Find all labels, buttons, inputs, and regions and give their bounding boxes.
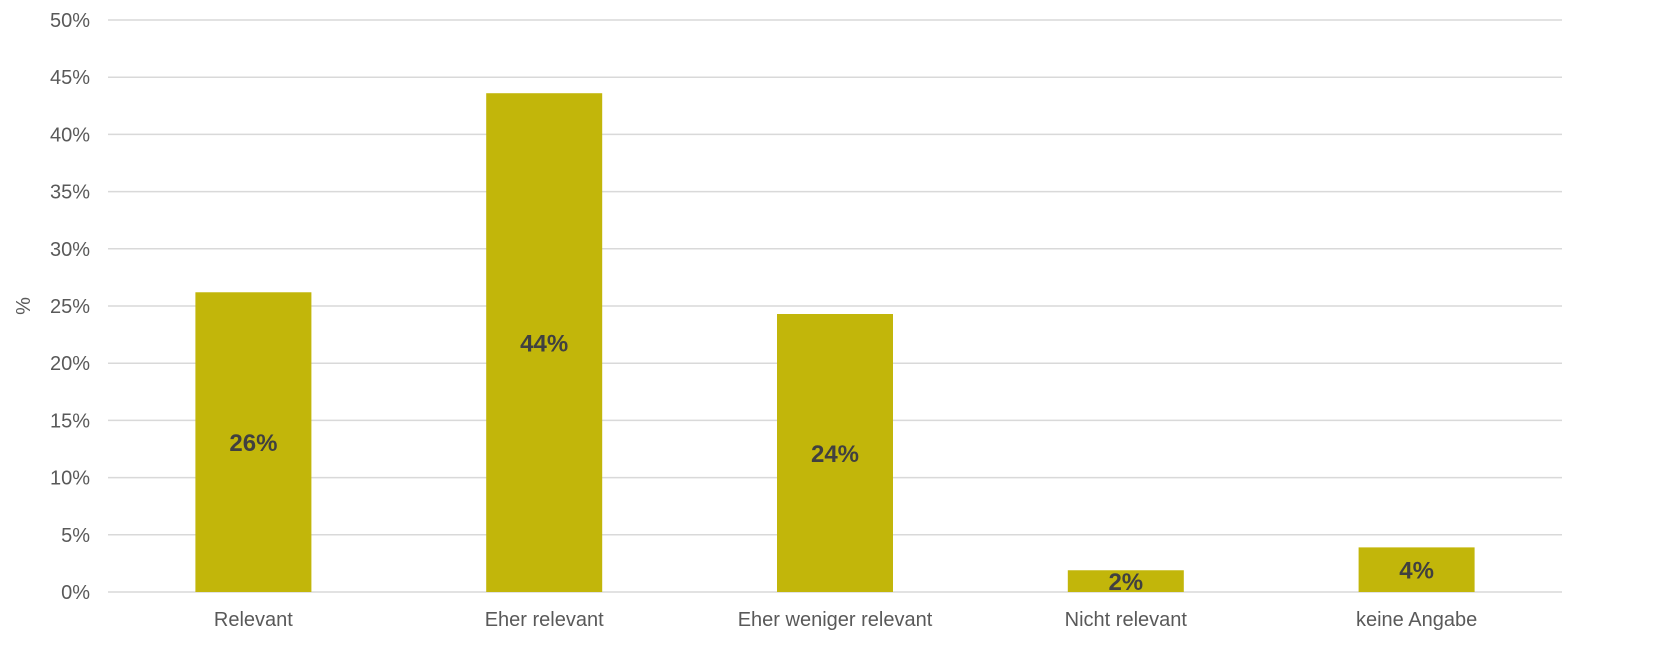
y-tick-label: 35% (50, 182, 90, 204)
bar (1067, 570, 1184, 592)
x-category-label: Relevant (214, 609, 293, 631)
data-label: 2% (1108, 569, 1143, 596)
y-axis-ticks: 0% 5% 10% 15% 20% 25% 30% 35% 40% 45% 50% (50, 10, 90, 604)
y-tick-label: 30% (50, 239, 90, 261)
y-tick-label: 40% (50, 124, 90, 146)
data-label: 44% (520, 331, 568, 358)
data-labels: 26% 44% 24% 2% 4% (229, 331, 1434, 596)
bar (777, 314, 893, 592)
y-tick-label: 10% (50, 468, 90, 490)
y-tick-label: 45% (50, 67, 90, 89)
y-tick-label: 20% (50, 353, 90, 375)
y-tick-label: 25% (50, 296, 90, 318)
data-label: 4% (1399, 558, 1434, 585)
bars (195, 93, 1475, 592)
y-tick-label: 15% (50, 410, 90, 432)
data-label: 24% (811, 441, 859, 468)
x-category-label: Eher weniger relevant (738, 609, 933, 631)
bar (195, 292, 312, 592)
x-category-label: Eher relevant (485, 609, 604, 631)
bar (1358, 547, 1475, 592)
y-tick-label: 0% (61, 582, 90, 604)
x-category-label: keine Angabe (1356, 609, 1477, 631)
y-tick-label: 50% (50, 10, 90, 32)
x-axis-categories: Relevant Eher relevant Eher weniger releva… (214, 609, 1477, 631)
data-label: 26% (229, 430, 277, 457)
y-axis-title: % (13, 297, 35, 315)
y-tick-label: 5% (61, 525, 90, 547)
x-category-label: Nicht relevant (1065, 609, 1188, 631)
bar (486, 93, 603, 592)
